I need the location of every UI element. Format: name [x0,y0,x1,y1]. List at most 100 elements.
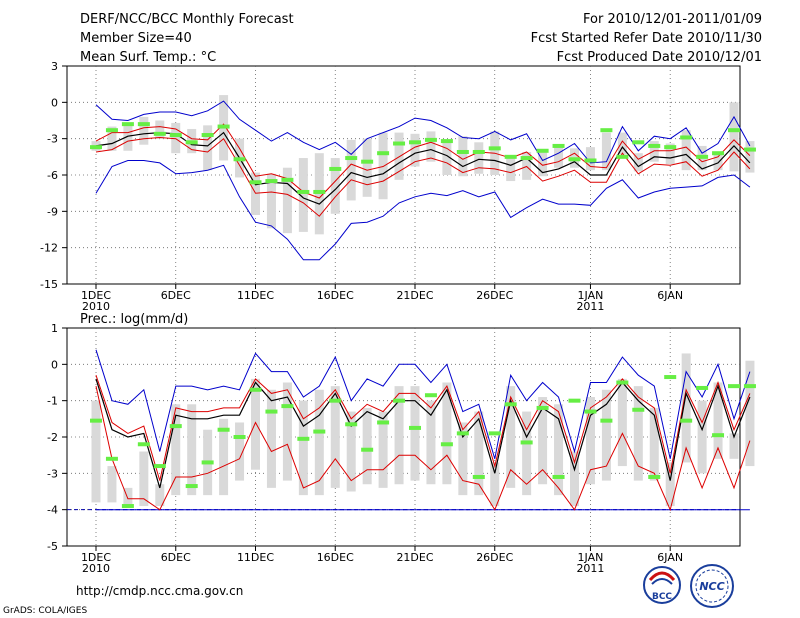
x-tick-label: 1JAN [578,289,604,302]
ensemble-box [378,411,388,488]
obs-marker [137,122,150,127]
obs-marker [249,180,262,185]
ensemble-box [585,397,595,485]
ensemble-box [729,433,739,459]
y-tick-label: 0 [51,96,58,109]
obs-marker [201,133,214,138]
y-tick-label: -3 [47,133,58,146]
obs-marker [313,429,326,434]
obs-marker [616,380,629,385]
ensemble-box [330,386,340,488]
grads-credit: GrADS: COLA/IGES [3,606,87,616]
obs-marker [648,474,661,479]
y-tick-label: -15 [40,278,58,291]
obs-marker [456,149,469,154]
y-tick-label: -1 [47,395,58,408]
ensemble-box [298,158,308,232]
ensemble-box [745,141,755,173]
obs-marker [680,418,693,423]
source-url[interactable]: http://cmdp.ncc.cma.gov.cn [76,584,243,598]
ensemble-box [506,155,516,182]
ensemble-box [266,173,276,229]
y-tick-label: 0 [51,358,58,371]
obs-marker [201,460,214,465]
obs-marker [600,128,613,133]
ensemble-box [617,378,627,467]
obs-marker [329,166,342,171]
obs-marker [424,137,437,142]
obs-marker [90,418,102,423]
obs-marker [217,427,230,432]
obs-marker [105,456,118,461]
x-tick-label: 6DEC [161,551,191,564]
obs-marker [728,384,740,389]
x-tick-year: 2010 [82,562,110,575]
obs-marker [185,140,198,145]
ensemble-box [538,397,548,485]
ensemble-box [171,122,181,154]
lower-spread-line [95,385,751,512]
obs-marker [520,440,533,445]
obs-marker [297,189,310,194]
ensemble-box [474,142,484,174]
ensemble-box [554,404,564,496]
obs-marker [664,145,677,150]
obs-marker [536,405,549,410]
ensemble-box [554,144,564,168]
lower-spread-line [95,136,751,217]
obs-marker [424,393,437,398]
ensemble-box [426,400,436,485]
ensemble-box [282,382,292,481]
y-tick-label: -9 [47,205,58,218]
obs-marker [233,435,246,439]
obs-marker [504,154,517,159]
ensemble-box [474,411,484,496]
ensemble-box [617,132,627,155]
ensemble-box [697,400,707,474]
x-tick-label: 1DEC [81,289,111,302]
ensemble-box [394,386,404,485]
ensemble-box [729,102,739,172]
y-tick-label: 3 [51,60,58,73]
x-tick-label: 1JAN [578,551,604,564]
y-tick-label: -4 [47,504,58,517]
obs-marker [440,139,453,144]
obs-marker [520,156,533,161]
max-line [95,100,751,164]
obs-marker [377,151,390,156]
y-tick-label: -12 [40,242,58,255]
obs-marker [105,128,118,133]
obs-marker [584,409,597,414]
obs-marker [409,425,421,430]
ensemble-box [681,353,691,463]
prec-panel-title: Prec.: log(mm/d) [80,312,188,327]
obs-marker [281,177,294,182]
ensemble-box [139,451,149,507]
obs-marker [440,442,453,447]
obs-marker [584,158,597,163]
obs-marker [265,179,278,184]
x-tick-label: 6DEC [161,289,191,302]
obs-marker [329,398,342,403]
obs-marker [90,145,102,150]
ensemble-box [665,462,675,507]
ensemble-box [251,172,260,215]
ensemble-box [394,132,404,180]
member-size-label: Member Size=40 [80,31,192,46]
ensemble-box [235,422,245,481]
obs-marker [743,147,756,152]
obs-marker [568,157,581,162]
obs-marker [137,442,150,447]
obs-marker [233,157,246,162]
ensemble-box [570,451,579,507]
obs-marker [472,474,485,479]
obs-marker [153,131,166,136]
x-tick-label: 16DEC [317,551,354,564]
chart-title: DERF/NCC/BCC Monthly Forecast [80,12,294,27]
obs-marker [568,398,581,403]
obs-marker [696,385,709,390]
obs-marker [313,189,326,194]
variable-label: Mean Surf. Temp.: °C [80,50,216,65]
